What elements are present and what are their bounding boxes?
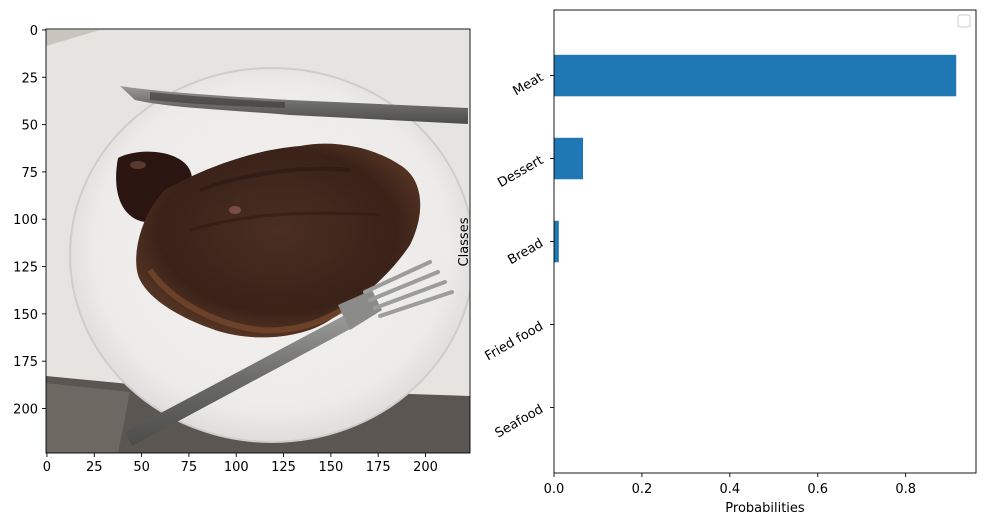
bar-meat [554,54,957,97]
bar-y-tick-label: Bread [505,236,546,268]
image-y-tick-label: 175 [13,355,38,370]
bar-bread [554,220,559,263]
image-x-tick-label: 0 [43,460,51,475]
bar-y-tick-label: Meat [511,70,546,99]
bar-x-tick-label: 0.4 [719,482,740,497]
y-axis-label: Classes [457,217,472,266]
bar-x-tick-label: 0.0 [544,482,565,497]
legend [957,14,971,28]
image-x-tick-label: 25 [86,460,103,475]
image-x-tick-label: 175 [366,460,391,475]
image-y-tick-label: 75 [21,166,38,181]
bar-y-tick-label: Dessert [495,153,546,191]
bar-dessert [554,137,584,180]
bar-chart-axes: 0.0 0.2 0.4 0.6 0.8 Seafood Fried food Bread De… [457,9,977,516]
bar-x-tick-label: 0.2 [632,482,653,497]
image-x-tick-label: 150 [318,460,343,475]
image-x-tick-label: 200 [413,460,438,475]
bar-y-tick-label: Seafood [493,402,546,441]
bar-x-tick-label: 0.8 [895,482,916,497]
image-x-tick-label: 50 [133,460,150,475]
bar-x-tick-label: 0.6 [807,482,828,497]
x-axis-label: Probabilities [725,501,805,516]
image-x-tick-label: 125 [271,460,296,475]
food-photo [46,29,470,453]
image-y-tick-label: 200 [13,403,38,418]
image-x-tick-label: 100 [224,460,249,475]
image-x-tick-label: 75 [181,460,198,475]
image-y-tick-label: 25 [21,71,38,86]
image-y-tick-label: 50 [21,119,38,134]
image-y-tick-label: 0 [30,24,38,39]
image-y-tick-label: 100 [13,213,38,228]
bar-y-tick-label: Fried food [483,319,546,364]
image-axes: 0 25 50 75 100 125 150 175 200 0 25 50 75 100 125 150 1… [13,24,471,475]
image-y-tick-label: 125 [13,261,38,276]
image-y-tick-label: 150 [13,308,38,323]
